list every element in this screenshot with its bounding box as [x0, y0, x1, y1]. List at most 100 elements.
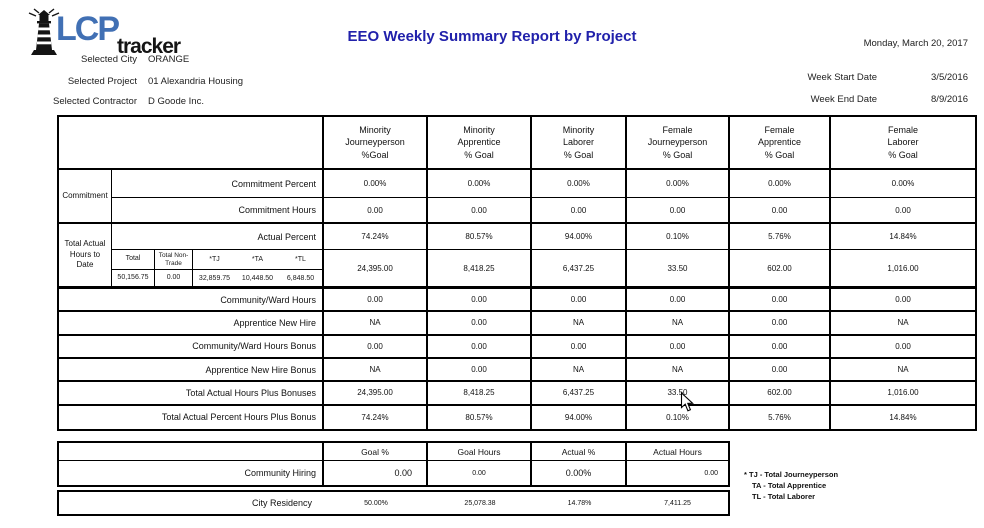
- column-header-actual-hours: Actual Hours: [627, 443, 728, 461]
- total-actual-hours-group-label: Total Actual Hours to Date: [59, 224, 112, 289]
- cell-community-hiring-actual-percent: 0.00%: [532, 461, 627, 485]
- table-cell: 0.00: [428, 289, 532, 313]
- column-header-minority-laborer: Minority Laborer % Goal: [532, 117, 627, 170]
- table-cell: 94.00%: [532, 405, 627, 429]
- abbreviation-footnote: * TJ - Total Journeyperson TA - Total Ap…: [744, 470, 838, 503]
- table-cell: 5.76%: [730, 405, 831, 429]
- cell-actual-hours: 6,437.25: [532, 250, 627, 289]
- table-cell: NA: [324, 312, 428, 336]
- cell-commitment-hours: 0.00: [730, 198, 831, 224]
- cell-commitment-percent: 0.00%: [324, 170, 428, 198]
- cell-actual-percent: 94.00%: [532, 224, 627, 250]
- cell-actual-percent: 74.24%: [324, 224, 428, 250]
- footnote-line-tj: * TJ - Total Journeyperson: [744, 470, 839, 479]
- cell-city-residency-actual-percent: 14.78%: [567, 499, 592, 507]
- lighthouse-logo-icon: [28, 8, 60, 55]
- column-header-female-journeyperson: Female Journeyperson % Goal: [627, 117, 730, 170]
- table-cell: 80.57%: [428, 405, 532, 429]
- table-cell: 0.00: [730, 312, 831, 336]
- logo-lcp-text: LCP: [56, 10, 120, 48]
- cell-commitment-hours: 0.00: [428, 198, 532, 224]
- footnote-line-tl: TL - Total Laborer: [752, 491, 816, 501]
- week-start-date-value: 3/5/2016: [931, 72, 968, 83]
- row-label-commitment-hours: Commitment Hours: [112, 198, 324, 224]
- cell-commitment-hours: 0.00: [324, 198, 428, 224]
- subtable-value-tj: 32,859.75: [198, 274, 231, 282]
- row-label: Total Actual Hours Plus Bonuses: [59, 382, 324, 406]
- table-cell: NA: [627, 359, 730, 383]
- table-cell: 0.00: [428, 312, 532, 336]
- table-cell: NA: [324, 359, 428, 383]
- table-cell: 0.00: [324, 289, 428, 313]
- selected-project-label: Selected Project: [67, 76, 137, 87]
- row-label-community-hiring: Community Hiring: [59, 461, 324, 485]
- table-cell: 0.00: [627, 289, 730, 313]
- subtable-value-total-non-trade: 0.00: [155, 270, 193, 286]
- row-label: Apprentice New Hire Bonus: [59, 359, 324, 383]
- subtable-value-ta: 10,448.50: [241, 274, 274, 282]
- cell-city-residency-actual-hours: 7,411.25: [664, 499, 691, 507]
- table-cell: 0.00: [730, 335, 831, 359]
- table-cell: 1,016.00: [831, 382, 975, 406]
- table-cell: NA: [831, 312, 975, 336]
- header-empty-cell: [59, 117, 324, 170]
- cell-actual-hours: 24,395.00: [324, 250, 428, 289]
- column-header-female-apprentice: Female Apprentice % Goal: [730, 117, 831, 170]
- cell-actual-percent: 0.10%: [627, 224, 730, 250]
- cell-actual-percent: 80.57%: [428, 224, 532, 250]
- subtable-header-ta: *TA: [251, 256, 264, 263]
- column-header-minority-journeyperson: Minority Journeyperson %Goal: [324, 117, 428, 170]
- table-cell: 602.00: [730, 382, 831, 406]
- commitment-group-label: Commitment: [59, 170, 112, 224]
- generated-date: Monday, March 20, 2017: [863, 38, 968, 49]
- cell-actual-hours: 8,418.25: [428, 250, 532, 289]
- week-end-date-value: 8/9/2016: [931, 94, 968, 105]
- cell-community-hiring-goal-percent: 0.00: [324, 461, 428, 485]
- table-cell: 8,418.25: [428, 382, 532, 406]
- table-cell: 74.24%: [324, 405, 428, 429]
- column-header-goal-percent: Goal %: [324, 443, 428, 461]
- table-cell: 0.00: [627, 335, 730, 359]
- cell-actual-percent: 5.76%: [730, 224, 831, 250]
- row-label-commitment-percent: Commitment Percent: [112, 170, 324, 198]
- cell-commitment-percent: 0.00%: [532, 170, 627, 198]
- column-header-minority-apprentice: Minority Apprentice % Goal: [428, 117, 532, 170]
- selected-contractor-value: D Goode Inc.: [148, 96, 204, 107]
- row-label-city-residency: City Residency: [251, 498, 312, 508]
- table-cell: 0.00: [532, 289, 627, 313]
- subtable-values-tj-ta-tl: 32,859.75 10,448.50 6,848.50: [193, 270, 322, 286]
- cell-city-residency-goal-percent: 50.00%: [364, 499, 388, 507]
- row-label: Community/Ward Hours: [59, 289, 324, 313]
- cell-actual-percent: 14.84%: [831, 224, 975, 250]
- table-cell: 33.50: [627, 382, 730, 406]
- page-title: EEO Weekly Summary Report by Project: [347, 28, 637, 45]
- table-cell: 14.84%: [889, 412, 917, 422]
- community-hiring-empty-cell: [59, 443, 324, 461]
- selected-contractor-label: Selected Contractor: [53, 96, 137, 107]
- table-cell: 0.00: [831, 289, 975, 313]
- table-cell: 6,437.25: [532, 382, 627, 406]
- cell-commitment-hours: 0.00: [627, 198, 730, 224]
- table-cell: 0.00: [428, 359, 532, 383]
- column-header-goal-hours: Goal Hours: [428, 443, 532, 461]
- row-label: Community/Ward Hours Bonus: [59, 335, 324, 359]
- row-label: Apprentice New Hire: [59, 312, 324, 336]
- table-cell: 0.00: [324, 335, 428, 359]
- table-cell: 0.00: [428, 335, 532, 359]
- week-end-date-label: Week End Date: [810, 94, 877, 105]
- cell-community-hiring-goal-hours: 0.00: [428, 461, 532, 485]
- eeo-summary-table: Minority Journeyperson %Goal Minority Ap…: [57, 115, 977, 431]
- cell-community-hiring-actual-hours: 0.00: [704, 469, 718, 477]
- cell-city-residency-goal-hours: 25,078.38: [464, 499, 496, 507]
- column-header-actual-percent: Actual %: [532, 443, 627, 461]
- table-cell: NA: [532, 359, 627, 383]
- table-cell: 0.00: [532, 335, 627, 359]
- subtable-value-total: 50,156.75: [112, 270, 155, 286]
- cell-commitment-percent: 0.00%: [428, 170, 532, 198]
- cell-commitment-hours: 0.00: [831, 198, 975, 224]
- table-cell: NA: [831, 359, 975, 383]
- selected-city-value: ORANGE: [148, 54, 190, 65]
- cell-commitment-hours: 0.00: [532, 198, 627, 224]
- footnote-line-ta: TA - Total Apprentice: [752, 480, 827, 490]
